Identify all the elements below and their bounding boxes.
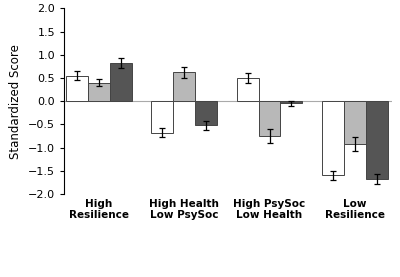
Bar bbox=[88, 83, 110, 101]
Bar bbox=[66, 76, 88, 101]
Bar bbox=[237, 78, 259, 101]
Y-axis label: Standardized Score: Standardized Score bbox=[9, 44, 22, 158]
Bar bbox=[280, 101, 302, 103]
Bar bbox=[344, 101, 366, 144]
Bar bbox=[152, 101, 173, 133]
Bar bbox=[173, 72, 195, 101]
Bar bbox=[110, 63, 132, 101]
Bar bbox=[259, 101, 280, 136]
Bar bbox=[322, 101, 344, 175]
Bar bbox=[195, 101, 217, 125]
Bar bbox=[366, 101, 388, 179]
